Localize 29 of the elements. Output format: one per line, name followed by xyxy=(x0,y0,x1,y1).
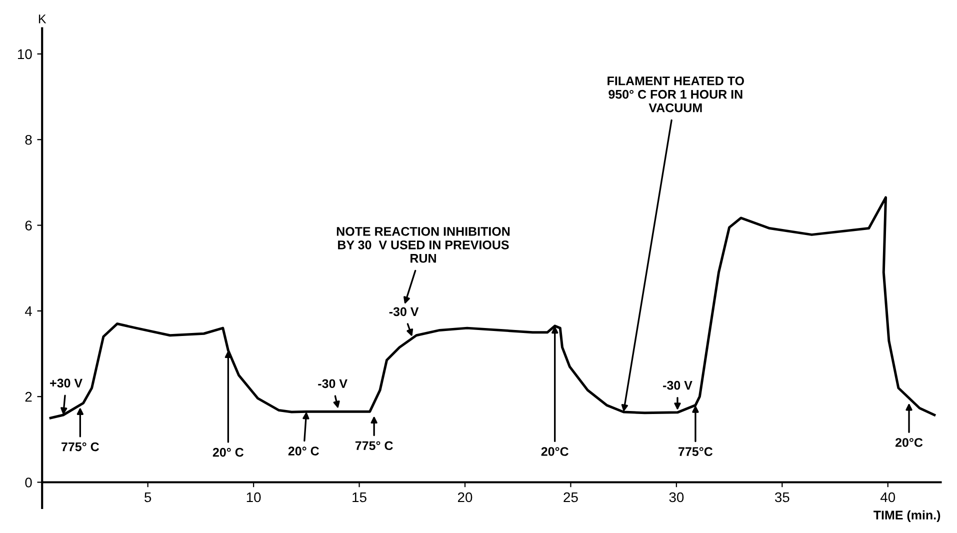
y-axis-title: K xyxy=(38,14,46,24)
x-tick-label: 35 xyxy=(774,492,790,502)
annotation: +30 V xyxy=(50,378,82,388)
x-tick-label: 10 xyxy=(246,492,261,502)
x-tick-label: 30 xyxy=(669,492,684,502)
y-tick-label: 10 xyxy=(18,49,32,60)
annotation: -30 V xyxy=(318,379,348,388)
annotation: 775° C xyxy=(355,441,393,450)
y-tick-label: 8 xyxy=(25,134,32,145)
annotation: -30 V xyxy=(663,380,692,390)
x-tick-label: 15 xyxy=(352,492,366,502)
y-tick-label: 2 xyxy=(25,392,32,402)
x-tick-label: 40 xyxy=(880,492,896,502)
annotation: 20°C xyxy=(895,438,923,447)
annotation: 20° C xyxy=(212,448,244,457)
annotation: NOTE REACTION INHIBITION BY 30 V USED IN PREVIOUS RUN xyxy=(336,227,510,263)
y-tick-label: 0 xyxy=(25,478,32,488)
annotation: 20° C xyxy=(288,446,319,456)
y-tick-label: 6 xyxy=(25,220,32,230)
annotation: -30 V xyxy=(389,307,419,316)
y-tick-label: 4 xyxy=(24,306,32,316)
annotation: 775°C xyxy=(678,447,713,456)
annotation: FILAMENT HEATED TO 950° C FOR 1 HOUR IN VACUUM xyxy=(608,76,744,112)
annotation: 775° C xyxy=(62,442,100,452)
annotation: 20°C xyxy=(541,447,568,456)
x-tick-label: 5 xyxy=(144,492,152,502)
x-tick-label: 20 xyxy=(458,492,472,502)
x-axis-title: TIME (min.) xyxy=(874,510,940,522)
x-tick-label: 25 xyxy=(564,492,578,502)
